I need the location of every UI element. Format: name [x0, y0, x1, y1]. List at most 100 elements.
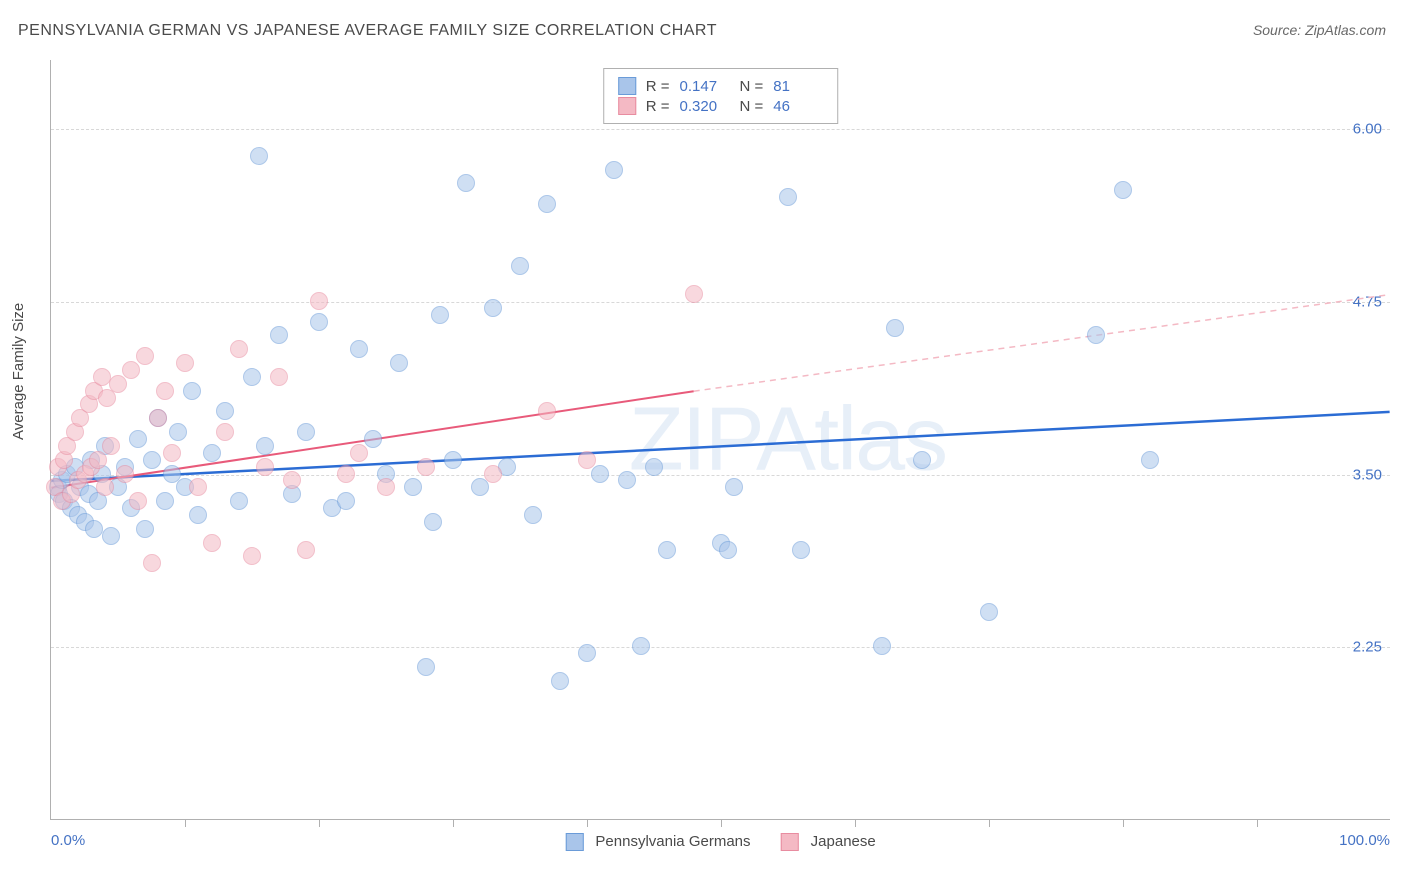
data-point: [913, 451, 931, 469]
data-point: [524, 506, 542, 524]
stats-legend-box: R = 0.147 N = 81 R = 0.320 N = 46: [603, 68, 839, 124]
data-point: [377, 478, 395, 496]
data-point: [457, 174, 475, 192]
data-point: [102, 437, 120, 455]
data-point: [156, 382, 174, 400]
y-tick-label: 3.50: [1353, 466, 1382, 483]
data-point: [250, 147, 268, 165]
y-tick-label: 6.00: [1353, 121, 1382, 138]
data-point: [310, 292, 328, 310]
data-point: [658, 541, 676, 559]
data-point: [578, 644, 596, 662]
data-point: [792, 541, 810, 559]
data-point: [243, 547, 261, 565]
stat-n-value-1: 46: [773, 98, 823, 115]
stat-r-label: R =: [646, 78, 670, 95]
legend-item-0: Pennsylvania Germans: [565, 833, 750, 851]
data-point: [632, 637, 650, 655]
data-point: [176, 354, 194, 372]
x-tick: [453, 819, 454, 827]
data-point: [886, 319, 904, 337]
stat-r-value-1: 0.320: [680, 98, 730, 115]
data-point: [404, 478, 422, 496]
data-point: [183, 382, 201, 400]
data-point: [551, 672, 569, 690]
stats-row-series-1: R = 0.320 N = 46: [618, 97, 824, 115]
x-tick: [587, 819, 588, 827]
trendline: [51, 412, 1389, 481]
data-point: [538, 402, 556, 420]
source-attribution: Source: ZipAtlas.com: [1253, 22, 1386, 38]
data-point: [980, 603, 998, 621]
gridline-h: [51, 302, 1390, 303]
data-point: [578, 451, 596, 469]
data-point: [417, 458, 435, 476]
data-point: [143, 554, 161, 572]
stat-r-value-0: 0.147: [680, 78, 730, 95]
gridline-h: [51, 475, 1390, 476]
data-point: [109, 375, 127, 393]
data-point: [350, 444, 368, 462]
data-point: [256, 458, 274, 476]
legend-swatch-1: [618, 97, 636, 115]
data-point: [116, 465, 134, 483]
legend-item-1: Japanese: [781, 833, 876, 851]
y-tick-label: 2.25: [1353, 639, 1382, 656]
data-point: [364, 430, 382, 448]
y-axis-label: Average Family Size: [10, 303, 27, 440]
data-point: [444, 451, 462, 469]
chart-plot-area: ZIPAtlas 2.253.504.756.00 R = 0.147 N = …: [50, 60, 1390, 820]
data-point: [129, 492, 147, 510]
legend-swatch-icon: [565, 833, 583, 851]
data-point: [297, 423, 315, 441]
chart-title: PENNSYLVANIA GERMAN VS JAPANESE AVERAGE …: [18, 22, 717, 40]
data-point: [310, 313, 328, 331]
data-point: [390, 354, 408, 372]
data-point: [297, 541, 315, 559]
legend-label-0: Pennsylvania Germans: [595, 833, 750, 850]
data-point: [484, 465, 502, 483]
data-point: [230, 492, 248, 510]
data-point: [243, 368, 261, 386]
data-point: [169, 423, 187, 441]
data-point: [102, 527, 120, 545]
x-tick: [855, 819, 856, 827]
data-point: [337, 465, 355, 483]
series-legend: Pennsylvania Germans Japanese: [565, 833, 875, 851]
trendline: [694, 295, 1390, 392]
data-point: [283, 471, 301, 489]
stat-n-label: N =: [740, 78, 764, 95]
x-tick: [1123, 819, 1124, 827]
data-point: [1087, 326, 1105, 344]
stat-n-value-0: 81: [773, 78, 823, 95]
gridline-h: [51, 129, 1390, 130]
x-tick: [185, 819, 186, 827]
data-point: [136, 347, 154, 365]
data-point: [471, 478, 489, 496]
x-tick: [989, 819, 990, 827]
data-point: [189, 506, 207, 524]
data-point: [203, 444, 221, 462]
data-point: [89, 451, 107, 469]
x-tick: [319, 819, 320, 827]
data-point: [645, 458, 663, 476]
data-point: [122, 361, 140, 379]
legend-label-1: Japanese: [811, 833, 876, 850]
data-point: [216, 402, 234, 420]
trendline-layer: [51, 60, 1390, 819]
data-point: [605, 161, 623, 179]
data-point: [270, 368, 288, 386]
y-tick-label: 4.75: [1353, 293, 1382, 310]
data-point: [337, 492, 355, 510]
data-point: [96, 478, 114, 496]
data-point: [256, 437, 274, 455]
data-point: [270, 326, 288, 344]
data-point: [129, 430, 147, 448]
data-point: [143, 451, 161, 469]
data-point: [1141, 451, 1159, 469]
data-point: [203, 534, 221, 552]
x-axis-min-label: 0.0%: [51, 832, 85, 849]
stat-n-label: N =: [740, 98, 764, 115]
data-point: [189, 478, 207, 496]
data-point: [350, 340, 368, 358]
